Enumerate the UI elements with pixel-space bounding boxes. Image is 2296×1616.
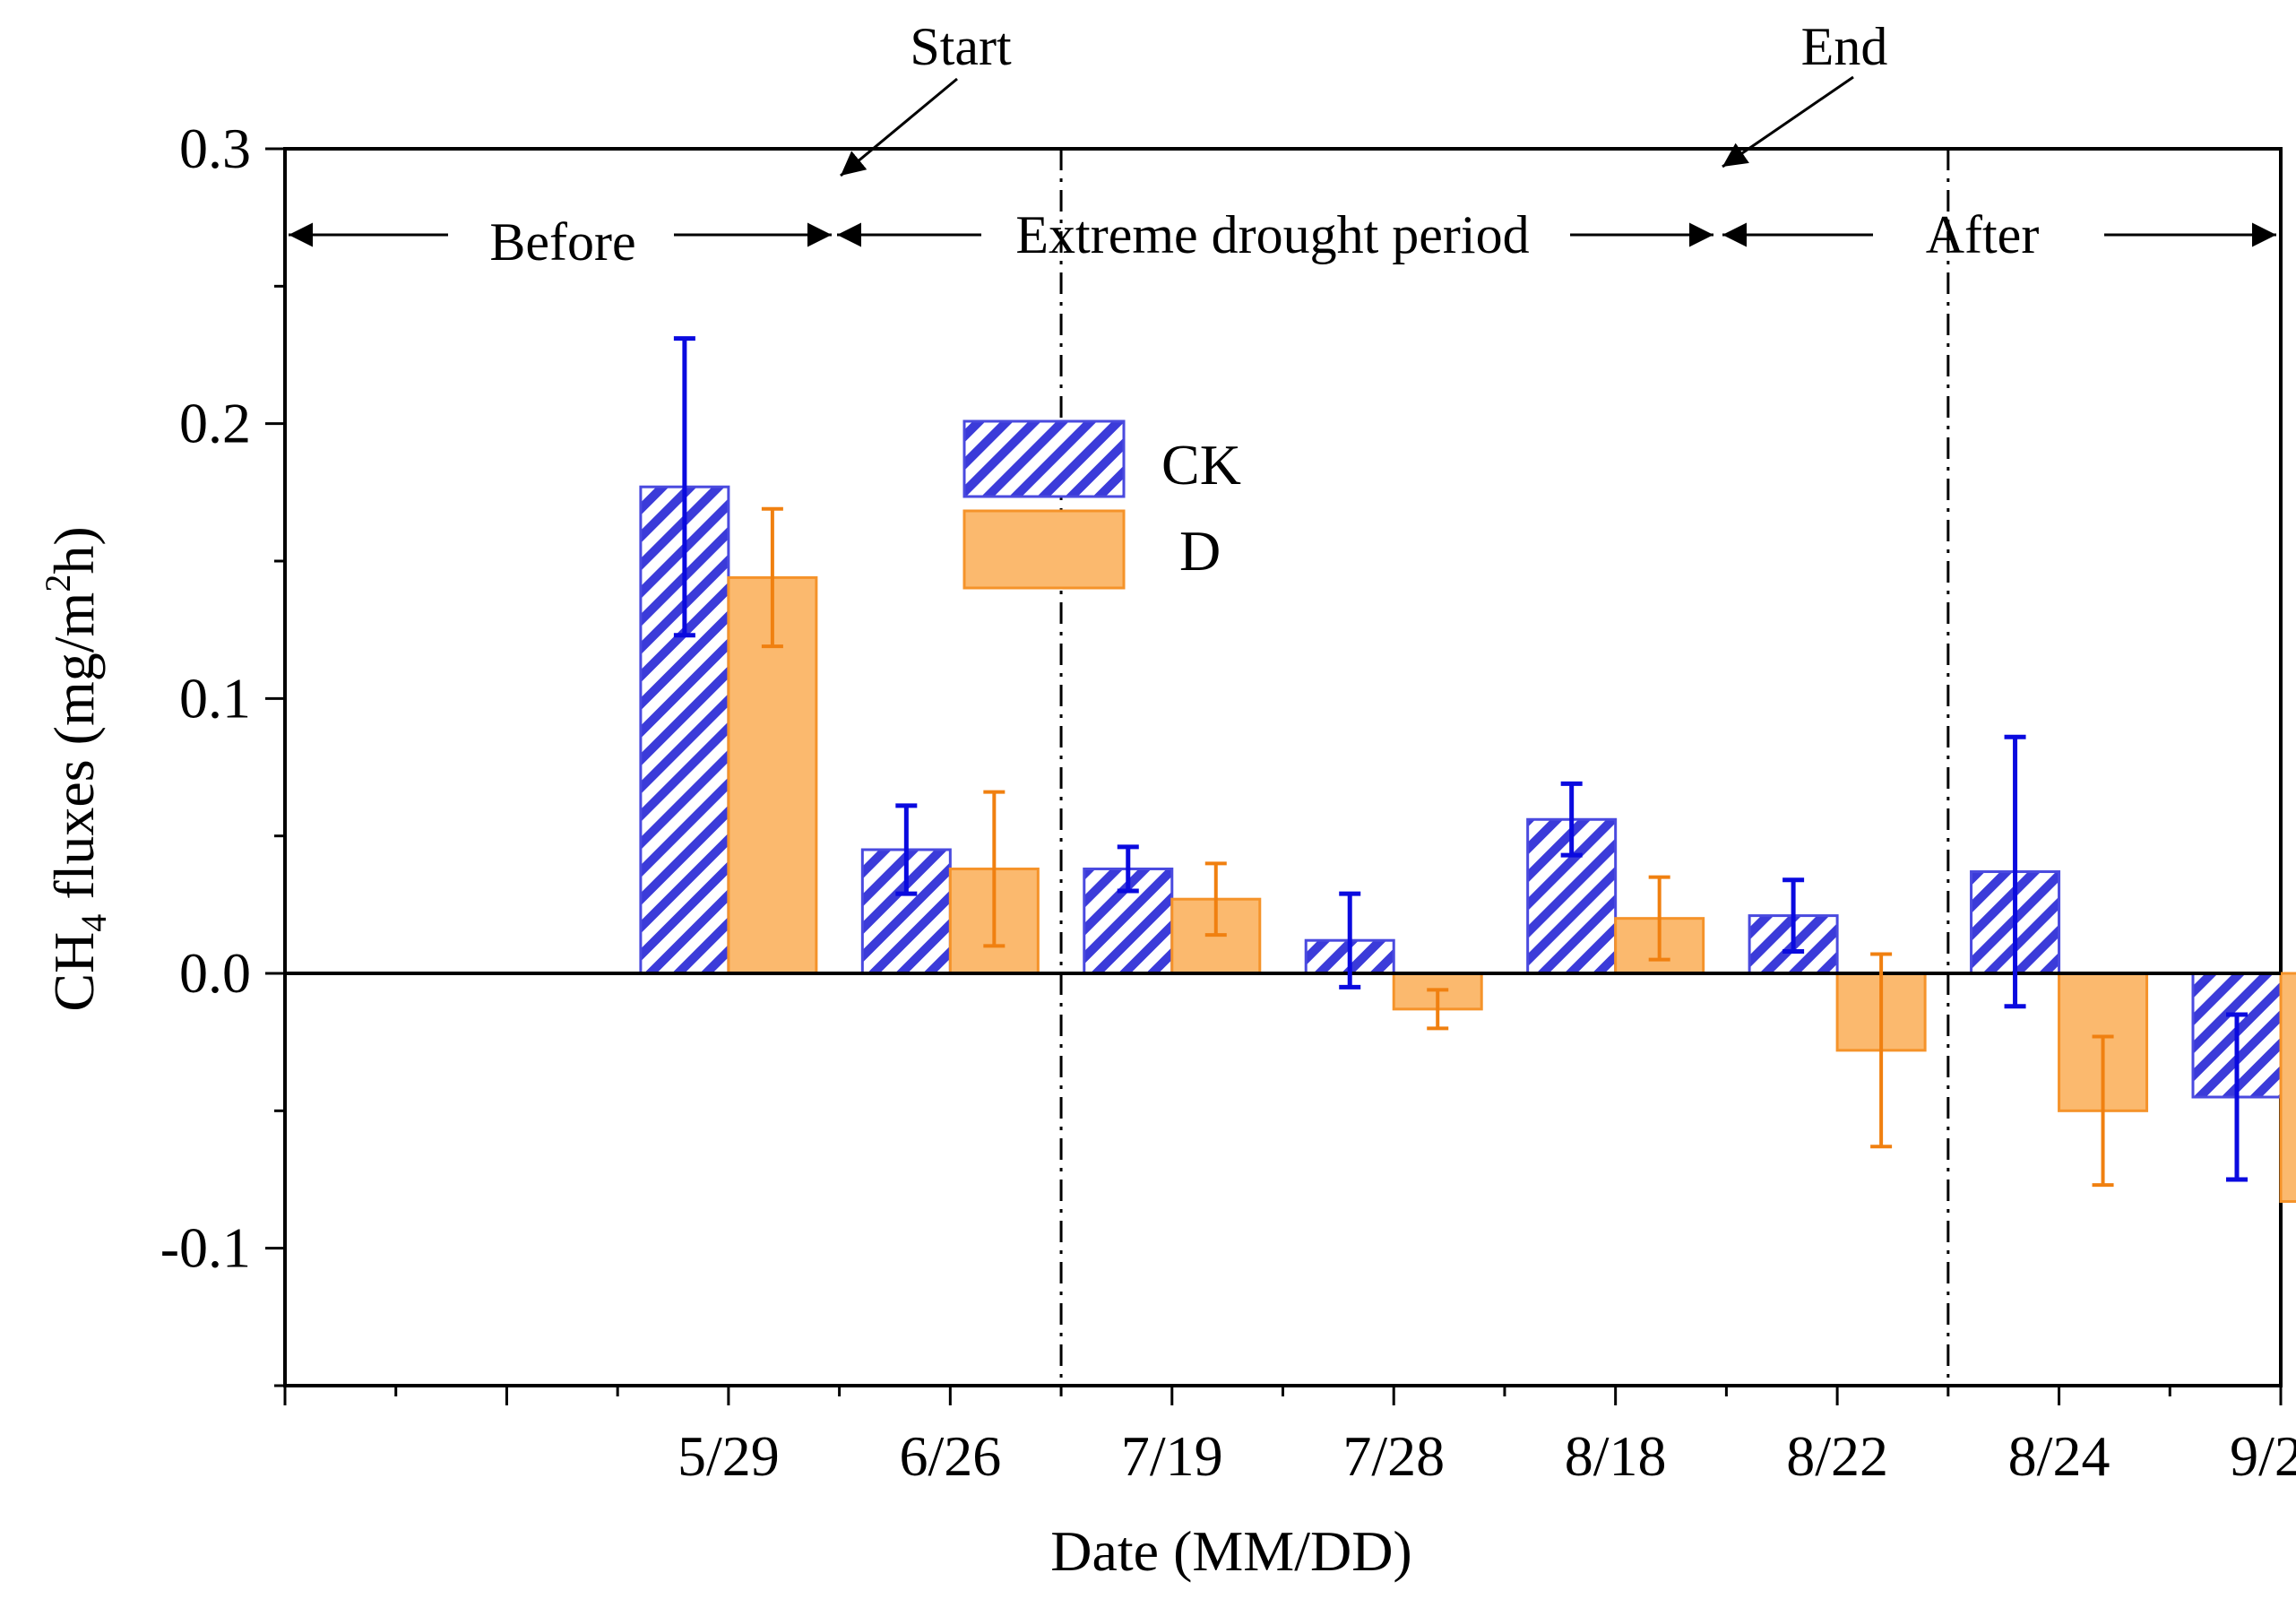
x-tick-label: 5/29 xyxy=(678,1424,780,1488)
x-tick-label: 6/26 xyxy=(899,1424,1001,1488)
plot-frame xyxy=(283,147,2283,1387)
legend-label-ck: CK xyxy=(1161,433,1241,497)
x-axis-title: Date (MM/DD) xyxy=(1050,1519,1411,1583)
before-label: Before xyxy=(489,212,635,272)
error-bars-layer xyxy=(673,336,2248,1188)
end-arrow xyxy=(1722,75,1854,169)
axes-layer: -0.1 0.0 0.1 0.2 0.3 5/29 6/26 7/19 7/28 8/18 8/22… xyxy=(160,117,2296,1488)
legend: CK D xyxy=(962,419,1241,590)
x-tick-label: 7/28 xyxy=(1342,1424,1445,1488)
x-tick-label: 9/20 xyxy=(2230,1424,2296,1488)
start-label: Start xyxy=(910,17,1012,76)
y-tick-label: 0.3 xyxy=(179,117,251,180)
y-tick-label: -0.1 xyxy=(160,1216,251,1280)
bars-layer xyxy=(639,485,2296,1204)
x-tick-label: 8/22 xyxy=(1786,1424,1888,1488)
end-label: End xyxy=(1801,17,1888,76)
after-label: After xyxy=(1926,205,2040,264)
x-tick-label: 8/24 xyxy=(2008,1424,2110,1488)
y-tick-label: 0.1 xyxy=(179,666,251,730)
drought-label: Extreme drought period xyxy=(1015,205,1529,264)
bar-d-9-20 xyxy=(2279,972,2296,1204)
legend-label-d: D xyxy=(1179,519,1221,583)
legend-swatch-d xyxy=(962,509,1126,590)
start-arrow xyxy=(840,77,958,177)
legend-swatch-ck xyxy=(962,419,1126,498)
period-annotations: Before Extreme drought period After Star… xyxy=(289,17,2276,272)
x-tick-label: 7/19 xyxy=(1121,1424,1223,1488)
y-axis-title: CH4 fluxes (mg/m2h) xyxy=(38,526,114,1011)
y-tick-label: 0.2 xyxy=(179,392,251,455)
x-tick-label: 8/18 xyxy=(1565,1424,1667,1488)
y-tick-label: 0.0 xyxy=(179,941,251,1005)
